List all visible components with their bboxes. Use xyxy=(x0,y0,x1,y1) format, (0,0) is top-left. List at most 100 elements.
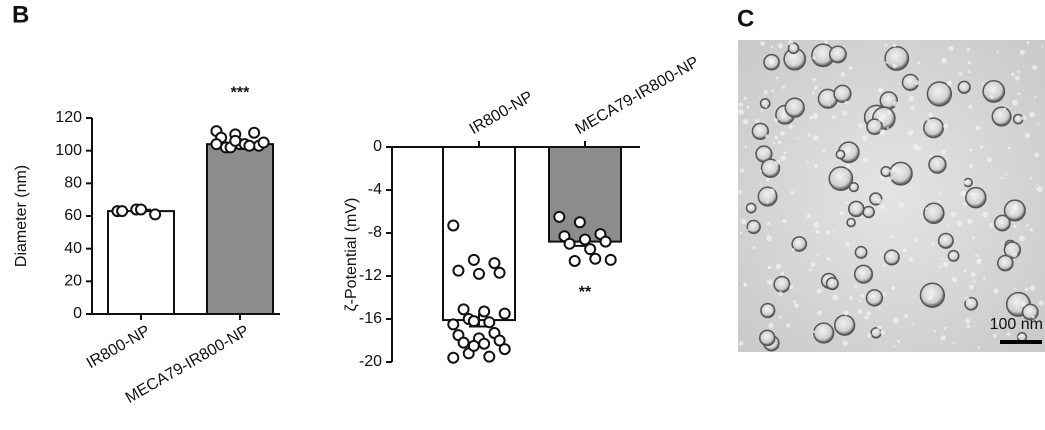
speckle xyxy=(832,230,835,233)
speckle xyxy=(866,311,872,316)
speckle xyxy=(848,295,853,300)
y-axis-label: ζ-Potential (mV) xyxy=(343,198,360,312)
speckle xyxy=(1036,122,1040,125)
particle xyxy=(937,232,954,249)
speckle xyxy=(910,106,915,111)
speckle xyxy=(790,190,795,195)
particle xyxy=(993,214,1011,232)
speckle xyxy=(946,80,953,86)
speckle xyxy=(848,66,853,70)
speckle xyxy=(893,345,896,348)
speckle xyxy=(943,326,947,330)
speckle xyxy=(857,308,863,314)
speckle xyxy=(812,330,816,334)
speckle xyxy=(783,151,787,155)
speckle xyxy=(825,230,830,235)
speckle xyxy=(793,300,797,304)
speckle xyxy=(914,80,920,86)
data-point xyxy=(457,336,470,349)
speckle xyxy=(962,180,967,185)
speckle xyxy=(771,89,774,92)
speckle xyxy=(878,307,881,310)
speckle xyxy=(902,248,907,253)
y-tick-label: 120 xyxy=(55,109,82,126)
speckle xyxy=(911,130,914,134)
speckle xyxy=(1017,70,1020,74)
x-tick-label: MECA79-IR800-NP xyxy=(573,54,702,139)
speckle xyxy=(992,333,997,338)
particle xyxy=(760,158,781,178)
data-point xyxy=(116,205,129,218)
speckle xyxy=(788,124,793,129)
speckle xyxy=(884,43,888,47)
data-point xyxy=(483,316,496,329)
speckle xyxy=(812,91,815,95)
speckle xyxy=(933,330,937,333)
speckle xyxy=(791,248,795,252)
speckle xyxy=(738,102,744,107)
speckle xyxy=(774,135,779,140)
particle xyxy=(1021,303,1039,321)
particle xyxy=(866,118,883,136)
data-point xyxy=(473,267,485,280)
speckle xyxy=(765,178,770,182)
speckle xyxy=(950,211,956,217)
y-tick-label: -12 xyxy=(359,267,382,284)
data-point xyxy=(452,264,465,277)
speckle xyxy=(817,253,820,256)
data-point xyxy=(579,233,591,246)
speckle xyxy=(878,116,884,122)
speckle xyxy=(965,318,971,324)
speckle xyxy=(842,110,848,116)
speckle xyxy=(808,268,813,272)
speckle xyxy=(877,111,881,115)
particle xyxy=(833,84,852,103)
speckle xyxy=(812,77,816,82)
speckle xyxy=(780,155,786,162)
speckle xyxy=(970,192,974,196)
speckle xyxy=(763,90,768,95)
speckle xyxy=(809,116,813,120)
speckle xyxy=(968,284,974,290)
speckle xyxy=(941,149,947,155)
speckle xyxy=(867,333,872,338)
speckle xyxy=(1032,64,1038,71)
speckle xyxy=(782,218,787,224)
speckle xyxy=(966,47,971,52)
speckle xyxy=(928,295,933,301)
particle xyxy=(923,202,945,224)
speckle xyxy=(892,101,899,107)
speckle xyxy=(768,188,775,195)
speckle xyxy=(982,276,986,280)
particle xyxy=(835,149,846,160)
data-point xyxy=(149,208,162,221)
speckle xyxy=(988,222,994,228)
speckle xyxy=(786,323,791,328)
speckle xyxy=(916,61,920,65)
speckle xyxy=(958,139,961,142)
data-point xyxy=(478,305,491,318)
speckle xyxy=(931,242,935,246)
speckle xyxy=(743,284,746,287)
particle xyxy=(791,236,808,252)
speckle xyxy=(781,85,786,89)
speckle xyxy=(1038,300,1044,306)
speckle xyxy=(882,292,887,297)
speckle xyxy=(747,205,751,209)
speckle xyxy=(862,157,869,163)
data-point xyxy=(573,216,586,229)
speckle xyxy=(982,211,989,218)
speckle xyxy=(892,43,897,48)
speckle xyxy=(831,114,836,119)
speckle xyxy=(1034,95,1037,98)
speckle xyxy=(1007,146,1011,150)
data-point xyxy=(599,235,612,248)
y-tick-label: 40 xyxy=(64,240,82,257)
speckle xyxy=(807,133,812,137)
data-point xyxy=(447,351,460,364)
speckle xyxy=(780,271,785,276)
speckle xyxy=(746,105,750,110)
speckle xyxy=(765,200,769,204)
particle xyxy=(883,249,900,266)
speckle xyxy=(967,69,971,74)
